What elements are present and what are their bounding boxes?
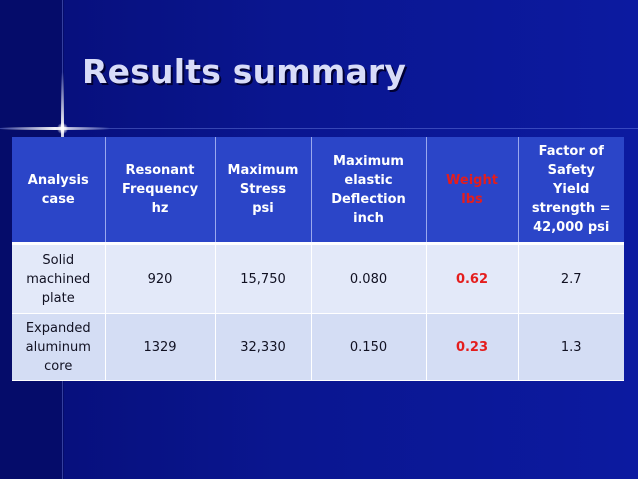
cell-maximum-deflection: 0.080 [311,243,427,314]
header-analysis-case: Analysis case [12,137,106,245]
cell-value: 15,750 [240,271,286,287]
table-row: Expanded aluminum core 1329 32,330 0.150… [12,313,624,381]
cell-resonant-frequency: 1329 [105,313,216,381]
sparkle-horizontal-flare [0,127,110,130]
cell-analysis-case: Expanded aluminum core [12,313,106,381]
table-header-row: Analysis case Resonant Frequency hz Maxi… [12,137,624,245]
background-horizontal-line [0,128,638,129]
cell-value: 1329 [143,339,177,355]
cell-value: 2.7 [560,271,582,287]
cell-weight: 0.23 [426,313,519,381]
cell-value: Expanded aluminum core [25,320,91,374]
cell-resonant-frequency: 920 [105,243,216,314]
results-table: Analysis case Resonant Frequency hz Maxi… [12,137,624,381]
header-resonant-frequency: Resonant Frequency hz [105,137,216,245]
cell-value: 32,330 [240,339,286,355]
header-label: Weight lbs [446,172,498,207]
cell-value: 0.62 [455,271,489,287]
cell-maximum-stress: 15,750 [215,243,312,314]
header-label: Analysis case [27,172,89,207]
cell-value: 1.3 [560,339,582,355]
header-maximum-deflection: Maximum elastic Deflection inch [311,137,427,245]
header-weight: Weight lbs [426,137,519,245]
header-label: Factor of Safety Yield strength = 42,000… [531,144,611,235]
cell-maximum-stress: 32,330 [215,313,312,381]
cell-maximum-deflection: 0.150 [311,313,427,381]
cell-factor-of-safety: 1.3 [518,313,624,381]
header-label: Resonant Frequency hz [121,163,199,216]
table-row: Solid machined plate 920 15,750 0.080 0.… [12,243,624,314]
header-label: Maximum Stress psi [227,163,299,216]
header-factor-of-safety: Factor of Safety Yield strength = 42,000… [518,137,624,245]
cell-value: 0.080 [349,271,388,287]
cell-weight: 0.62 [426,243,519,314]
cell-factor-of-safety: 2.7 [518,243,624,314]
cell-value: 920 [147,271,173,287]
sparkle-icon [57,123,68,134]
header-maximum-stress: Maximum Stress psi [215,137,312,245]
header-label: Maximum elastic Deflection inch [331,153,406,226]
cell-value: 0.23 [455,339,489,355]
cell-analysis-case: Solid machined plate [12,243,106,314]
cell-value: 0.150 [349,339,388,355]
slide-title: Results summary [82,52,407,91]
cell-value: Solid machined plate [26,252,91,306]
